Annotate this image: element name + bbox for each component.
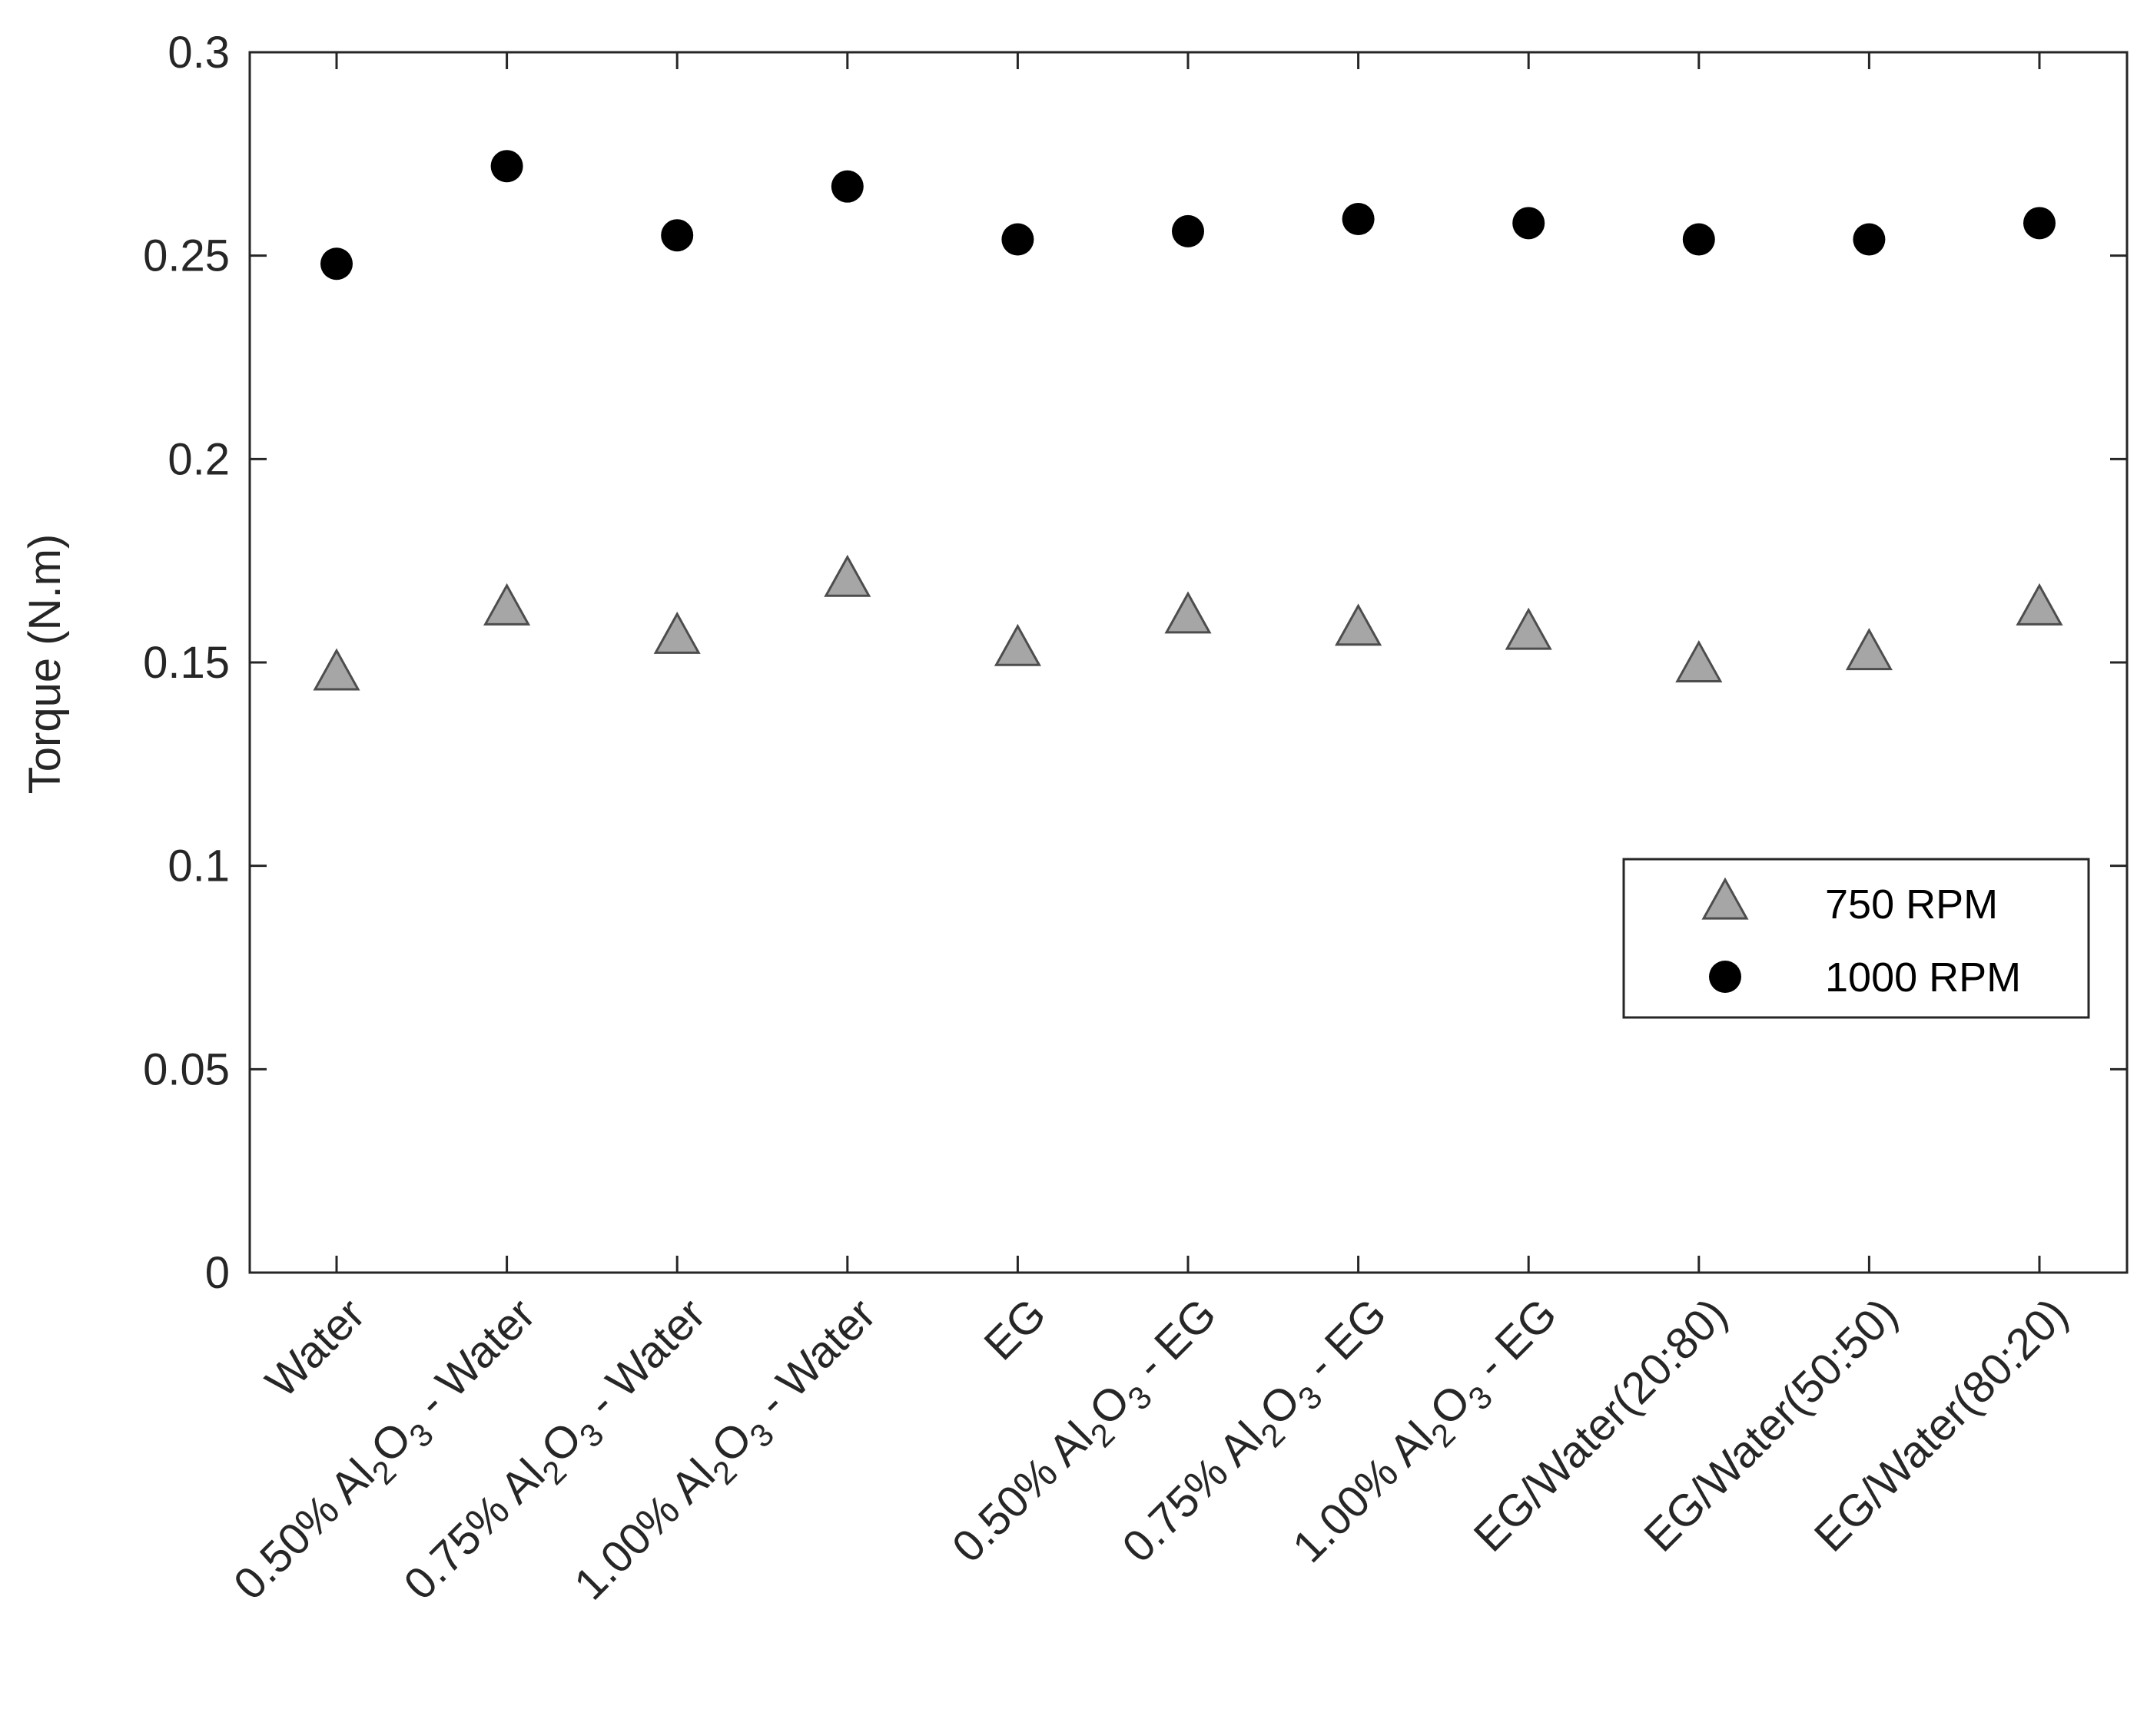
data-point-triangle [483, 583, 531, 626]
legend: 750 RPM 1000 RPM [1622, 858, 2090, 1019]
data-point-circle [320, 247, 353, 280]
data-point-circle [1512, 207, 1545, 240]
data-point-circle [1853, 223, 1886, 256]
plot-frame [248, 51, 2129, 1274]
data-point-triangle [653, 611, 701, 654]
data-point-circle [1001, 223, 1034, 256]
data-point-triangle [1845, 628, 1893, 671]
data-point-circle [1172, 214, 1204, 247]
data-point-triangle [1164, 591, 1212, 634]
data-point-triangle [1675, 639, 1723, 682]
x-category-label: 1.00% Al2O3 - Water [565, 1289, 892, 1616]
data-point-circle [2023, 207, 2056, 240]
y-axis: 0 0.05 0.1 0.15 0.2 0.25 0.3 [143, 28, 2127, 1298]
data-point-circle [831, 170, 864, 203]
y-axis-title: Torque (N.m) [20, 534, 70, 794]
data-point-triangle [994, 623, 1041, 666]
data-point-triangle [313, 648, 360, 691]
data-point-triangle [2016, 583, 2063, 626]
x-category-label: Water [256, 1289, 374, 1407]
data-point-circle [1342, 203, 1375, 236]
y-tick-label: 0.2 [168, 434, 230, 484]
y-tick-label: 0.15 [143, 638, 230, 688]
legend-label: 750 RPM [1825, 881, 1998, 928]
plot-area [248, 51, 2129, 1274]
series-1000-rpm [320, 150, 2056, 280]
data-point-triangle [824, 554, 871, 597]
y-tick-label: 0.05 [143, 1044, 230, 1094]
legend-label: 1000 RPM [1825, 954, 2021, 1001]
y-tick-label: 0 [205, 1248, 230, 1298]
y-tick-label: 0.3 [168, 28, 230, 78]
data-point-circle [1682, 223, 1715, 256]
legend-marker-circle [1709, 961, 1741, 993]
y-tick-label: 0.1 [168, 841, 230, 891]
legend-marker-triangle [1701, 877, 1749, 920]
data-point-circle [661, 219, 694, 252]
y-tick-label: 0.25 [143, 231, 230, 281]
x-category-label: EG [974, 1289, 1055, 1369]
data-point-circle [490, 150, 523, 183]
legend-box [1622, 858, 2090, 1019]
x-category-label: 0.75% Al2O3 - Water [394, 1289, 722, 1616]
data-point-triangle [1335, 603, 1382, 646]
x-category-label: 0.50% Al2O3 - Water [224, 1289, 552, 1616]
series-layer [313, 150, 2063, 691]
data-point-triangle [1505, 607, 1552, 650]
series-750-rpm [313, 554, 2063, 691]
